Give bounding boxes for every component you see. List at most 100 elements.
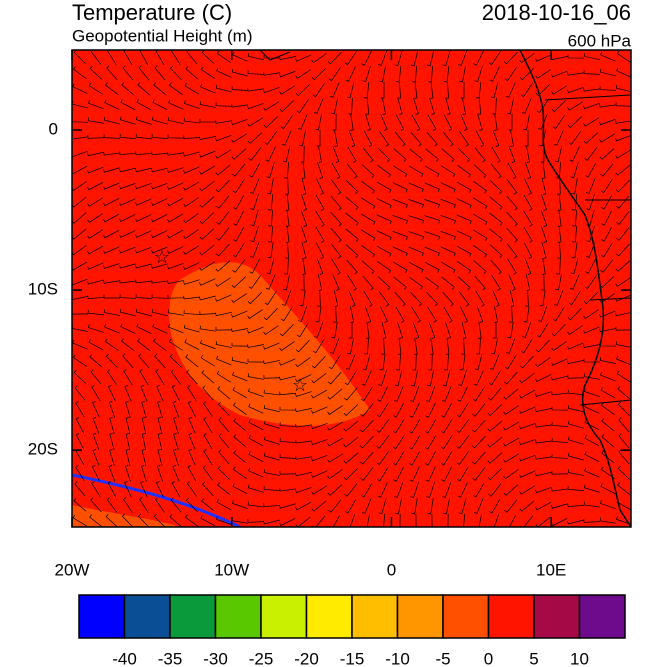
- wind-barb: [395, 498, 402, 515]
- wind-barb: [347, 338, 354, 355]
- wind-barb: [185, 497, 198, 512]
- wind-barb: [87, 262, 104, 270]
- wind-barb: [586, 242, 596, 258]
- wind-barb: [105, 82, 119, 96]
- wind-barb: [567, 360, 584, 365]
- wind-barb: [459, 354, 466, 371]
- wind-barb: [506, 227, 518, 243]
- wind-barb: [247, 309, 263, 319]
- wind-barb: [107, 481, 117, 498]
- wind-barb: [151, 308, 168, 317]
- wind-barb: [552, 307, 565, 322]
- wind-barb: [487, 420, 503, 432]
- wind-barb: [456, 245, 472, 257]
- wind-barb: [424, 215, 441, 224]
- wind-barb: [199, 136, 216, 141]
- wind-barb: [136, 99, 152, 111]
- wind-barb: [347, 275, 357, 291]
- wind-barb: [503, 437, 520, 447]
- wind-barb: [173, 433, 179, 450]
- wind-barb: [503, 51, 518, 65]
- wind-barb: [362, 354, 371, 371]
- wind-barb: [393, 466, 404, 482]
- wind-barb: [103, 213, 120, 223]
- wind-barb: [441, 386, 452, 402]
- wind-barb: [600, 483, 616, 495]
- wind-barb: [567, 519, 584, 525]
- wind-barb: [232, 51, 248, 62]
- wind-barb: [183, 117, 200, 124]
- wind-barb: [380, 81, 385, 99]
- wind-barb: [583, 326, 600, 334]
- map-layers: ☆ ☆: [72, 50, 631, 527]
- wind-barb: [491, 275, 501, 291]
- wind-barb: [535, 69, 551, 79]
- wind-barb: [279, 454, 297, 459]
- wind-barb: [300, 273, 305, 291]
- wind-barb: [394, 50, 403, 67]
- wind-barb: [233, 210, 244, 226]
- wind-barb: [583, 87, 600, 92]
- wind-barb: [377, 276, 391, 291]
- wind-barb: [600, 243, 613, 258]
- wind-barb: [233, 418, 247, 432]
- wind-barb: [89, 514, 103, 527]
- wind-barb: [601, 434, 615, 448]
- wind-barb: [141, 449, 147, 466]
- wind-barb: [263, 116, 279, 128]
- wind-barb: [263, 469, 280, 476]
- wind-barb: [615, 516, 631, 525]
- wind-barb: [599, 500, 616, 509]
- wind-barb: [328, 355, 341, 370]
- wind-barb: [525, 162, 532, 179]
- wind-barb: [601, 210, 612, 226]
- wind-barb: [617, 386, 631, 400]
- wind-barb: [345, 196, 359, 210]
- wind-barb: [346, 82, 355, 99]
- wind-barb: [247, 484, 264, 493]
- wind-barb: [141, 417, 147, 434]
- wind-barb: [295, 501, 312, 511]
- wind-barb: [215, 260, 231, 272]
- wind-barb: [216, 227, 230, 241]
- wind-barb: [489, 354, 500, 370]
- wind-barb: [377, 164, 391, 178]
- wind-barb: [504, 371, 518, 385]
- wind-barb: [279, 70, 296, 78]
- wind-barb: [383, 514, 386, 527]
- wind-barb: [524, 242, 533, 259]
- wind-barb: [556, 161, 561, 179]
- wind-barb: [328, 371, 342, 385]
- y-tick-label: 10S: [28, 280, 58, 299]
- wind-barb: [263, 519, 280, 525]
- wind-barb: [231, 357, 248, 364]
- wind-barb: [167, 152, 184, 156]
- wind-barb: [583, 358, 601, 363]
- wind-barb: [551, 518, 568, 527]
- wind-barb: [296, 99, 309, 114]
- wind-barb: [551, 358, 568, 366]
- wind-barb: [301, 242, 307, 259]
- wind-barb: [426, 131, 438, 147]
- wind-barb: [332, 274, 340, 291]
- wind-barb: [461, 337, 465, 355]
- wind-barb: [477, 98, 482, 115]
- wind-barb: [157, 401, 163, 418]
- wind-barb: [392, 246, 408, 257]
- wind-barb: [265, 146, 276, 162]
- wind-barb: [285, 241, 289, 259]
- wind-barb: [586, 194, 595, 211]
- wind-barb: [409, 450, 421, 466]
- wind-barb: [519, 406, 536, 414]
- wind-barb: [503, 388, 519, 400]
- wind-barb: [331, 98, 339, 115]
- wind-barb: [217, 465, 230, 480]
- wind-barb: [327, 453, 344, 463]
- wind-barb: [119, 294, 137, 299]
- wind-barb: [392, 419, 405, 434]
- wind-barb: [541, 226, 548, 243]
- wind-barb: [169, 353, 182, 368]
- wind-barb: [314, 322, 324, 338]
- wind-barb: [247, 344, 264, 348]
- wind-barb: [377, 261, 392, 274]
